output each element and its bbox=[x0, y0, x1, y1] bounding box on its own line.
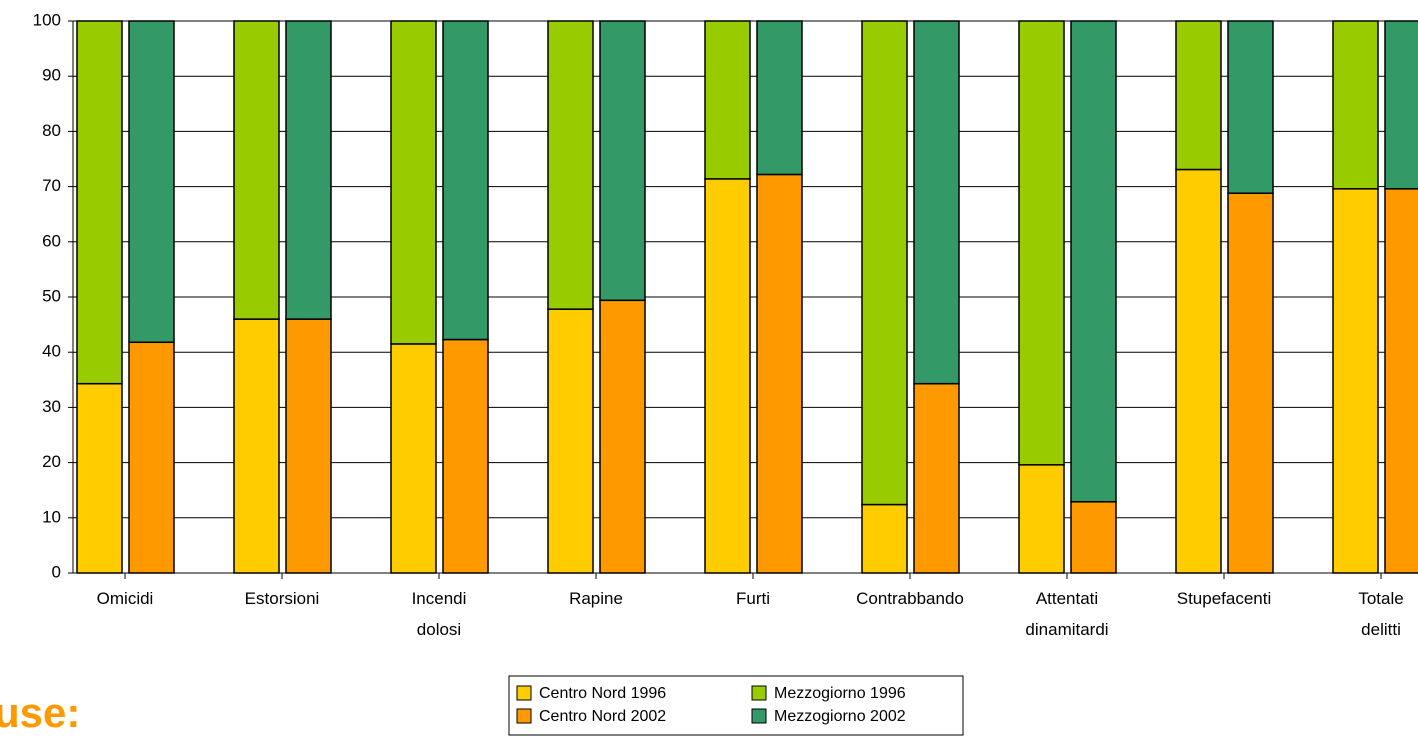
x-tick-label-line: dinamitardi bbox=[1025, 620, 1108, 639]
x-tick-label: Furti bbox=[736, 589, 770, 608]
x-tick-label: Rapine bbox=[569, 589, 623, 608]
x-tick-label: Contrabbando bbox=[856, 589, 964, 608]
bar-segment bbox=[1070, 20, 1117, 503]
legend-swatch bbox=[751, 685, 767, 701]
bar-segment bbox=[1332, 188, 1379, 574]
bar-segment bbox=[599, 20, 646, 302]
x-tick-label-line: Omicidi bbox=[97, 589, 154, 608]
bar-segment bbox=[1175, 20, 1222, 171]
x-tick-label-line: Estorsioni bbox=[245, 589, 320, 608]
y-tick-label: 60 bbox=[42, 231, 61, 250]
bar-segment bbox=[1018, 20, 1065, 466]
legend-label: Mezzogiorno 2002 bbox=[774, 708, 906, 725]
bar-segment bbox=[1070, 501, 1117, 574]
x-tick-label: Omicidi bbox=[97, 589, 154, 608]
bar-segment bbox=[233, 20, 280, 320]
bar-segment bbox=[1384, 188, 1418, 574]
bar-segment bbox=[861, 20, 908, 506]
bar-segment bbox=[128, 20, 175, 344]
bar-segment bbox=[233, 318, 280, 574]
x-tick-label: Estorsioni bbox=[245, 589, 320, 608]
x-tick-label: Incendi dolosi bbox=[412, 589, 467, 639]
bar-segment bbox=[1384, 20, 1418, 190]
y-tick-label: 70 bbox=[42, 176, 61, 195]
x-tick-label-line: delitti bbox=[1361, 620, 1401, 639]
bar-segment bbox=[390, 20, 437, 345]
y-tick-label: 80 bbox=[42, 121, 61, 140]
y-tick-label: 10 bbox=[42, 507, 61, 526]
y-tick-label: 30 bbox=[42, 397, 61, 416]
bar-segment bbox=[76, 20, 123, 385]
bar-segment bbox=[704, 20, 751, 180]
y-tick-label: 50 bbox=[42, 286, 61, 305]
bar-segment bbox=[128, 341, 175, 574]
bar-segment bbox=[442, 338, 489, 574]
y-tick-label: 100 bbox=[33, 10, 61, 29]
bar-segment bbox=[285, 318, 332, 574]
x-tick-label-line: Contrabbando bbox=[856, 589, 964, 608]
legend bbox=[508, 675, 964, 736]
bar-segment bbox=[913, 382, 960, 574]
legend-swatch bbox=[516, 685, 532, 701]
y-tick-label: 90 bbox=[42, 66, 61, 85]
x-tick-label-line: Stupefacenti bbox=[1177, 589, 1272, 608]
y-tick-label: 0 bbox=[52, 562, 61, 581]
legend-swatch bbox=[516, 708, 532, 724]
bar-segment bbox=[1227, 192, 1274, 574]
legend-label: Mezzogiorno 1996 bbox=[774, 685, 906, 702]
bar-segment bbox=[547, 308, 594, 574]
x-tick-label-line: Rapine bbox=[569, 589, 623, 608]
x-tick-label-line: Totale bbox=[1358, 589, 1403, 608]
bar-segment bbox=[599, 299, 646, 574]
x-tick-label: Totale delitti bbox=[1358, 589, 1403, 639]
annotation: use: bbox=[0, 689, 80, 736]
x-tick-label-line: Furti bbox=[736, 589, 770, 608]
bar-segment bbox=[1175, 168, 1222, 574]
bar-segment bbox=[1332, 20, 1379, 190]
bar-segment bbox=[756, 173, 803, 574]
legend-swatch bbox=[751, 708, 767, 724]
bar-segment bbox=[913, 20, 960, 385]
bar-segment bbox=[547, 20, 594, 310]
legend-label: Centro Nord 1996 bbox=[539, 685, 666, 702]
bar-segment bbox=[442, 20, 489, 341]
bar-segment bbox=[756, 20, 803, 176]
bar-segment bbox=[285, 20, 332, 320]
bar-segment bbox=[704, 178, 751, 574]
x-tick-label-line: Incendi bbox=[412, 589, 467, 608]
x-tick-label-line: Attentati bbox=[1036, 589, 1098, 608]
bar-segment bbox=[1018, 464, 1065, 574]
bar-segment bbox=[390, 343, 437, 574]
legend-label: Centro Nord 2002 bbox=[539, 708, 666, 725]
x-tick-label: Stupefacenti bbox=[1177, 589, 1272, 608]
y-tick-label: 20 bbox=[42, 452, 61, 471]
bar-segment bbox=[1227, 20, 1274, 194]
x-tick-label: Attentati dinamitardi bbox=[1025, 589, 1108, 639]
bar-segment bbox=[861, 503, 908, 574]
bar-segment bbox=[76, 382, 123, 574]
y-tick-label: 40 bbox=[42, 342, 61, 361]
x-tick-label-line: dolosi bbox=[417, 620, 461, 639]
